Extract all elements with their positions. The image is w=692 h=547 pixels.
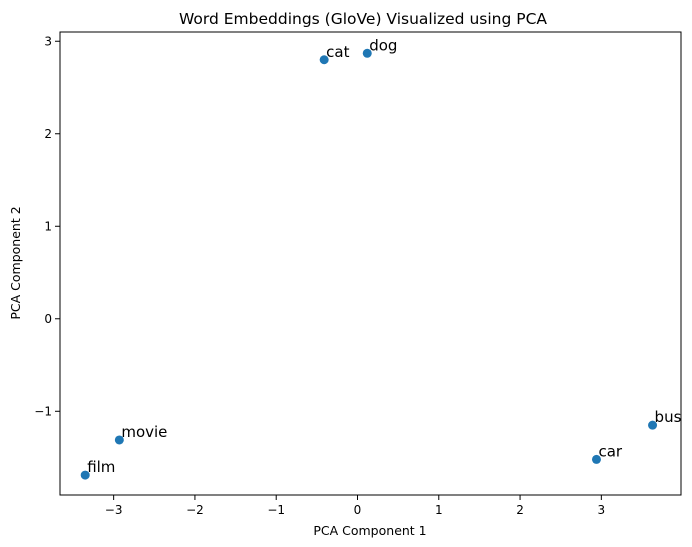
data-point xyxy=(591,454,601,464)
data-point xyxy=(319,55,329,65)
point-label: cat xyxy=(326,43,349,61)
y-tick-label: 3 xyxy=(44,34,52,48)
y-tick-label: 1 xyxy=(44,219,52,233)
x-tick-label: 3 xyxy=(598,503,606,517)
y-tick-label: 2 xyxy=(44,127,52,141)
plot-frame xyxy=(59,31,682,496)
x-tick-label: 1 xyxy=(435,503,443,517)
y-axis: −1 0 1 2 3 xyxy=(34,34,60,418)
x-tick-label: −1 xyxy=(267,503,285,517)
y-tick-label: −1 xyxy=(34,404,52,418)
y-axis-label: PCA Component 2 xyxy=(8,206,23,319)
x-tick-label: −2 xyxy=(186,503,204,517)
chart-title: Word Embeddings (GloVe) Visualized using… xyxy=(179,10,547,28)
data-point xyxy=(362,48,372,58)
data-point xyxy=(114,435,124,445)
x-tick-label: −3 xyxy=(105,503,123,517)
point-label: film xyxy=(87,458,115,476)
x-axis: −3 −2 −1 0 1 2 3 xyxy=(105,495,605,517)
point-label: movie xyxy=(121,423,167,441)
x-tick-label: 2 xyxy=(516,503,524,517)
data-points: cat dog movie film car bus xyxy=(80,36,682,480)
y-tick-label: 0 xyxy=(44,312,52,326)
data-point xyxy=(648,420,658,430)
point-label: bus xyxy=(655,408,682,426)
x-axis-label: PCA Component 1 xyxy=(313,523,426,538)
data-point xyxy=(80,470,90,480)
point-label: car xyxy=(598,442,622,460)
x-tick-label: 0 xyxy=(354,503,362,517)
point-label: dog xyxy=(369,36,397,54)
